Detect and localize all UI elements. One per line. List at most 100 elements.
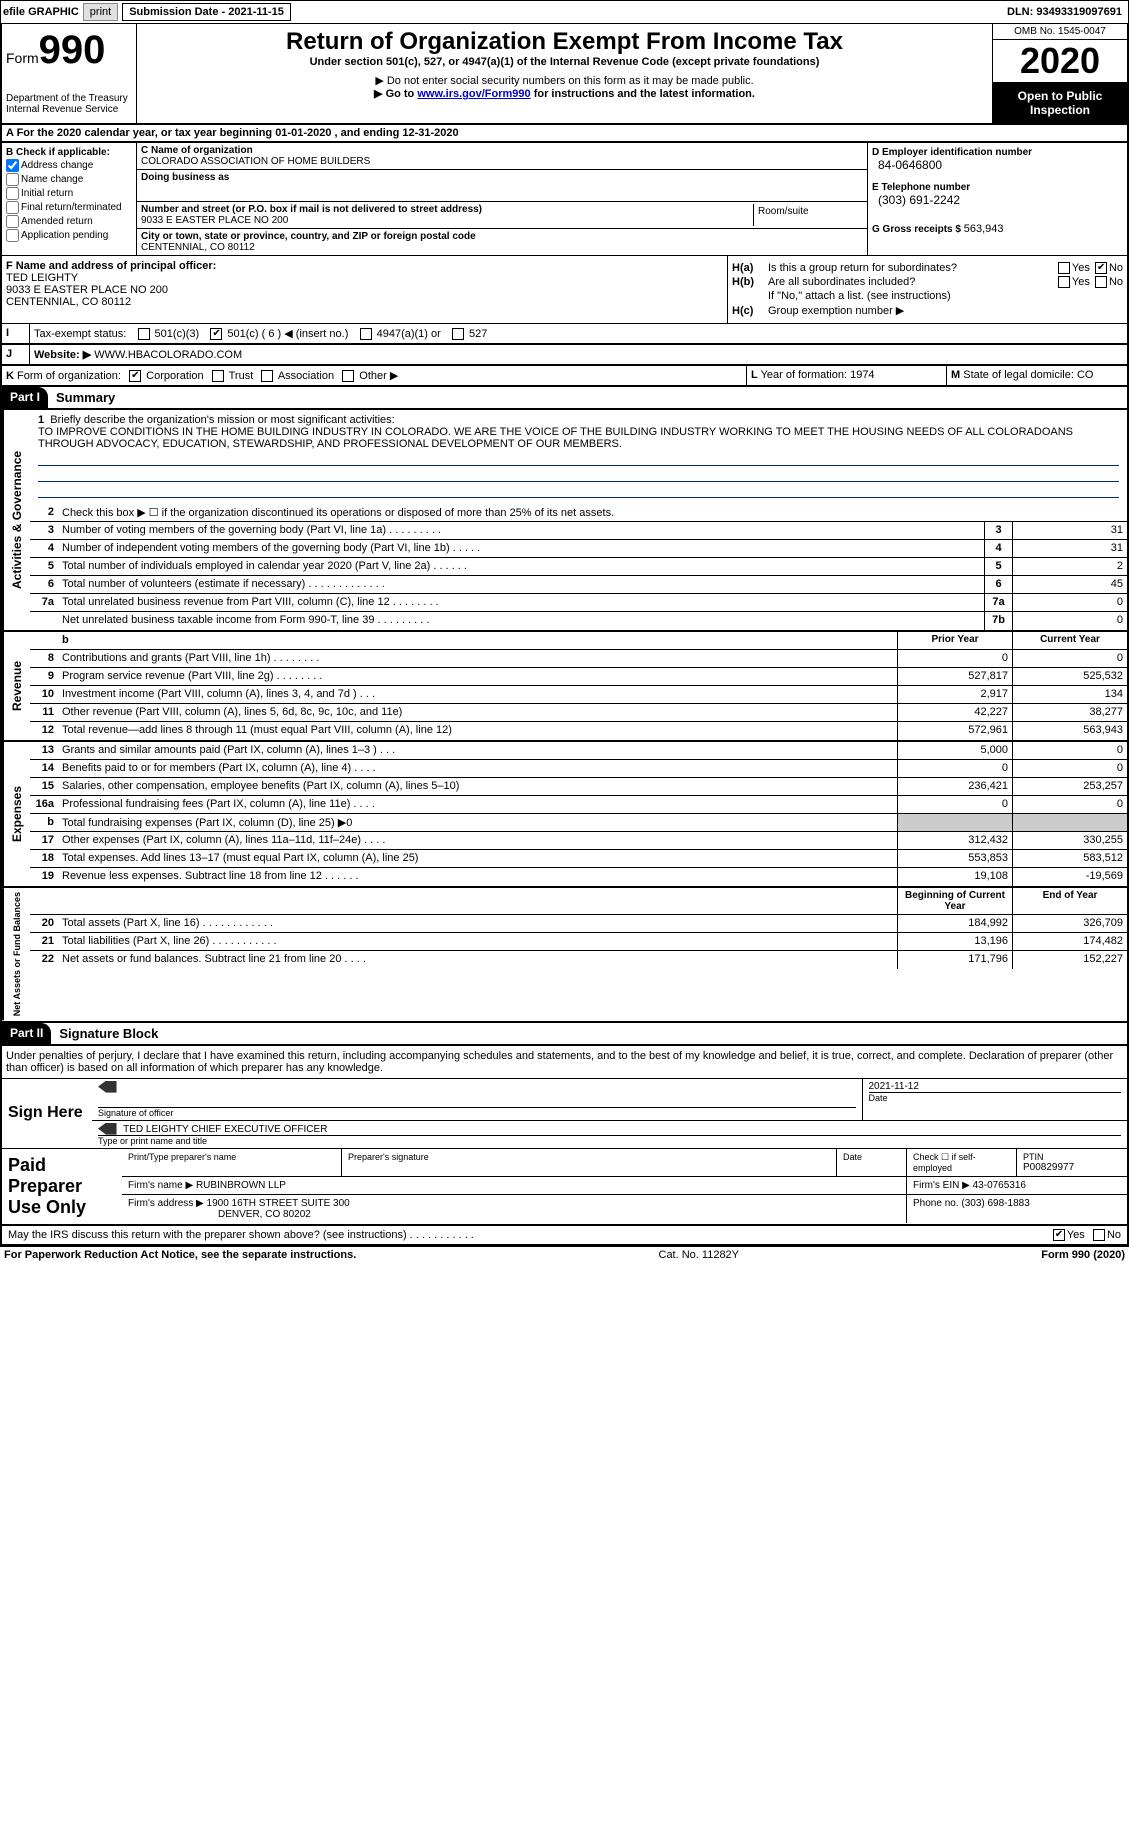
- header-right: OMB No. 1545-0047 2020 Open to Public In…: [992, 24, 1127, 123]
- hb-label: H(b): [732, 276, 768, 288]
- section-deg: D Employer identification number 84-0646…: [867, 143, 1127, 255]
- part2-header-row: Part II Signature Block: [0, 1023, 1129, 1046]
- paid-preparer-label: Paid Preparer Use Only: [2, 1149, 122, 1224]
- net-line-20: 20Total assets (Part X, line 16) . . . .…: [30, 915, 1127, 933]
- row-a-period: A For the 2020 calendar year, or tax yea…: [0, 125, 1129, 143]
- gov-line-7b: Net unrelated business taxable income fr…: [30, 612, 1127, 630]
- part1-header-row: Part I Summary: [0, 387, 1129, 410]
- discuss-text: May the IRS discuss this return with the…: [8, 1229, 1051, 1241]
- ha-yesno: Yes No: [1056, 262, 1123, 274]
- side-expenses: Expenses: [2, 742, 30, 886]
- net-line-21: 21Total liabilities (Part X, line 26) . …: [30, 933, 1127, 951]
- chk-final-return[interactable]: Final return/terminated: [6, 201, 132, 214]
- section-c: C Name of organization COLORADO ASSOCIAT…: [137, 143, 867, 255]
- hb-text: Are all subordinates included?: [768, 276, 1056, 288]
- firm-ein: 43-0765316: [973, 1180, 1026, 1191]
- chk-other[interactable]: [342, 370, 354, 382]
- phone-label: Phone no.: [913, 1198, 961, 1209]
- side-revenue: Revenue: [2, 632, 30, 740]
- irs-label: Internal Revenue Service: [6, 104, 132, 115]
- footer-left: For Paperwork Reduction Act Notice, see …: [4, 1249, 356, 1261]
- rev-line-10: 10Investment income (Part VIII, column (…: [30, 686, 1127, 704]
- header-mid: Return of Organization Exempt From Incom…: [137, 24, 992, 123]
- hb-yes-check[interactable]: [1058, 276, 1070, 288]
- part2-title: Signature Block: [51, 1023, 166, 1044]
- chk-4947[interactable]: [360, 328, 372, 340]
- discuss-yes-check[interactable]: [1053, 1229, 1065, 1241]
- chk-501c3[interactable]: [138, 328, 150, 340]
- discuss-no-check[interactable]: [1093, 1229, 1105, 1241]
- prep-name-label: Print/Type preparer's name: [128, 1152, 335, 1162]
- gross-label: G Gross receipts $: [872, 224, 964, 235]
- street-address: 9033 E EASTER PLACE NO 200: [141, 215, 753, 226]
- gov-line-3: 3Number of voting members of the governi…: [30, 522, 1127, 540]
- gov-line-6: 6Total number of volunteers (estimate if…: [30, 576, 1127, 594]
- gov-line-5: 5Total number of individuals employed in…: [30, 558, 1127, 576]
- chk-amended-return[interactable]: Amended return: [6, 215, 132, 228]
- hb-note: If "No," attach a list. (see instruction…: [768, 290, 1123, 302]
- submission-date-box: Submission Date - 2021-11-15: [122, 3, 291, 21]
- chk-address-change[interactable]: Address change: [6, 159, 132, 172]
- chk-501c-other[interactable]: [210, 328, 222, 340]
- row-j: J Website: ▶ WWW.HBACOLORADO.COM: [0, 345, 1129, 366]
- tel-label: E Telephone number: [872, 182, 1123, 193]
- 501c-num: 6: [268, 328, 274, 340]
- arrow-icon: [98, 1123, 117, 1135]
- c-name-label: C Name of organization: [141, 145, 863, 156]
- section-fh: F Name and address of principal officer:…: [0, 255, 1129, 324]
- dept-treasury: Department of the Treasury: [6, 93, 132, 104]
- chk-corp[interactable]: [129, 370, 141, 382]
- chk-527[interactable]: [452, 328, 464, 340]
- part1-badge: Part I: [2, 387, 48, 408]
- k-content: K Form of organization: Corporation Trus…: [2, 366, 747, 385]
- mission-block: 1 1 Briefly describe the organization's …: [30, 410, 1127, 504]
- firm-ein-label: Firm's EIN ▶: [913, 1180, 970, 1191]
- chk-assoc[interactable]: [261, 370, 273, 382]
- prep-date-label: Date: [843, 1152, 900, 1162]
- tax-year: 2020: [993, 40, 1127, 83]
- rev-line-12: 12Total revenue—add lines 8 through 11 (…: [30, 722, 1127, 740]
- addr-label: Number and street (or P.O. box if mail i…: [141, 204, 753, 215]
- omb-number: OMB No. 1545-0047: [993, 24, 1127, 40]
- ptin-label: PTIN: [1023, 1152, 1121, 1162]
- governance-block: Activities & Governance 1 1 Briefly desc…: [0, 410, 1129, 632]
- prep-sig-label: Preparer's signature: [348, 1152, 830, 1162]
- chk-name-change[interactable]: Name change: [6, 173, 132, 186]
- self-employed-label: Check ☐ if self-employed: [913, 1152, 1010, 1173]
- l-content: L Year of formation: 1974: [747, 366, 947, 385]
- j-label: J: [2, 345, 30, 364]
- row-i: I Tax-exempt status: 501(c)(3) 501(c) ( …: [0, 324, 1129, 345]
- hb-yesno: Yes No: [1056, 276, 1123, 288]
- form-number: Form990: [6, 28, 132, 73]
- ein-label: D Employer identification number: [872, 147, 1123, 158]
- section-b: B Check if applicable: Address change Na…: [2, 143, 137, 255]
- chk-application-pending[interactable]: Application pending: [6, 229, 132, 242]
- print-button[interactable]: print: [83, 3, 118, 21]
- mission-text: TO IMPROVE CONDITIONS IN THE HOME BUILDI…: [38, 426, 1119, 450]
- ha-yes-check[interactable]: [1058, 262, 1070, 274]
- signature-block: Under penalties of perjury, I declare th…: [0, 1046, 1129, 1226]
- open-public: Open to Public Inspection: [993, 83, 1127, 123]
- room-suite-label: Room/suite: [753, 204, 863, 226]
- ha-text: Is this a group return for subordinates?: [768, 262, 1056, 274]
- irs-link[interactable]: www.irs.gov/Form990: [417, 88, 530, 100]
- gross-value: 563,943: [964, 223, 1004, 235]
- chk-trust[interactable]: [212, 370, 224, 382]
- ptin-value: P00829977: [1023, 1162, 1121, 1173]
- part1-title: Summary: [48, 387, 123, 408]
- officer-addr1: 9033 E EASTER PLACE NO 200: [6, 284, 723, 296]
- city-state-zip: CENTENNIAL, CO 80112: [141, 242, 863, 253]
- section-h: H(a) Is this a group return for subordin…: [727, 256, 1127, 323]
- row-klm: K Form of organization: Corporation Trus…: [0, 366, 1129, 387]
- exp-line-15: 15Salaries, other compensation, employee…: [30, 778, 1127, 796]
- side-netassets: Net Assets or Fund Balances: [2, 888, 30, 1020]
- i-label: I: [2, 324, 30, 343]
- website: WWW.HBACOLORADO.COM: [94, 349, 242, 361]
- chk-initial-return[interactable]: Initial return: [6, 187, 132, 200]
- exp-line-b: bTotal fundraising expenses (Part IX, co…: [30, 814, 1127, 832]
- side-governance: Activities & Governance: [2, 410, 30, 630]
- b-label: B Check if applicable:: [6, 147, 132, 158]
- ha-no-check[interactable]: [1095, 262, 1107, 274]
- f-label: F Name and address of principal officer:: [6, 260, 723, 272]
- hb-no-check[interactable]: [1095, 276, 1107, 288]
